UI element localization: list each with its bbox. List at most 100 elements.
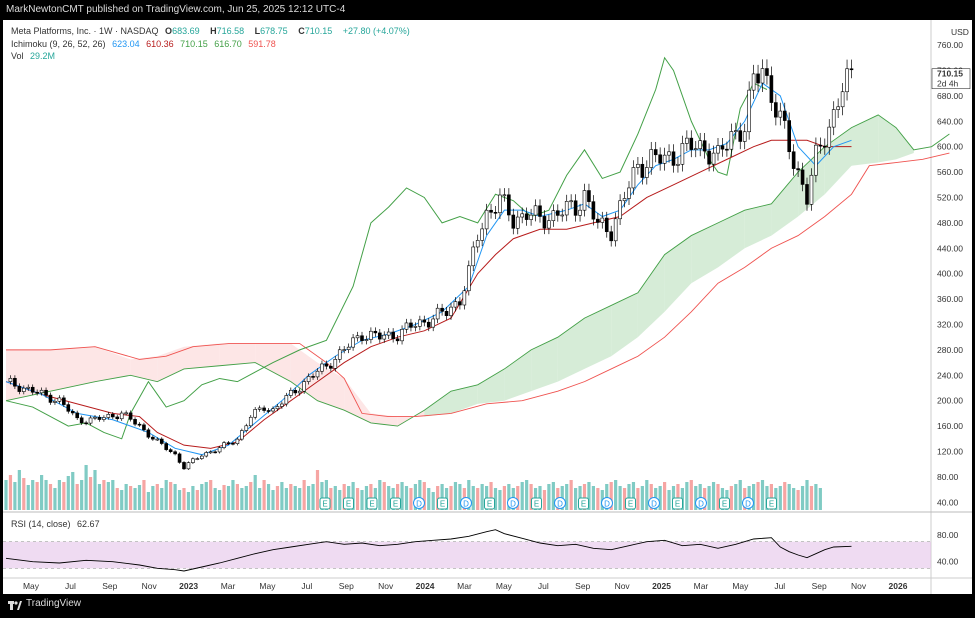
candle-body [426,321,431,328]
ichimoku-cloud-segment [451,384,478,414]
earnings-icon[interactable] [672,497,683,510]
earnings-icon[interactable] [390,497,401,510]
dividend-icon[interactable] [601,497,613,509]
candle-body [480,228,484,241]
event-marker: E [578,497,589,510]
chart-canvas[interactable]: E E E E D E D E D E D E D E D E D E D E 40.00 80.00 120.00 160.… [3,20,972,594]
price-tick-label: 560.00 [937,167,963,177]
candle-body [809,174,814,205]
volume-bar [694,486,698,510]
ichimoku-cloud-segment [531,337,558,392]
candle-body [840,91,845,108]
volume-bar [289,484,293,510]
candle-body [84,422,88,425]
earnings-icon[interactable] [484,497,495,510]
dividend-icon[interactable] [460,497,472,509]
candle-body [382,334,387,340]
volume-bar [676,484,680,510]
ichimoku-legend: Ichimoku (9, 26, 52, 26) 623.04 610.36 7… [11,39,280,49]
volume-bar [631,482,636,510]
earnings-icon[interactable] [766,497,777,510]
dividend-icon[interactable] [695,497,707,509]
candle-body [751,73,756,91]
candle-body [422,319,427,323]
candle-body [791,151,796,169]
candle-body [39,389,44,394]
dividend-icon[interactable] [554,497,566,509]
volume-bar [13,482,17,510]
candle-body [560,214,565,217]
event-marker-label: D [698,500,704,509]
candle-body [21,387,26,392]
dividend-icon[interactable] [742,497,754,509]
volume-bar [542,490,547,510]
ichimoku-cloud-segment [504,349,532,401]
volume-bar [378,480,382,510]
event-marker: D [460,497,472,509]
volume-bar [618,486,622,510]
earnings-icon[interactable] [366,497,378,510]
volume-bar [258,488,262,510]
time-tick-label: Jul [301,581,312,591]
volume-bar [133,488,137,510]
candle-body [97,416,102,420]
volume-bar [525,480,529,510]
event-marker-label: E [628,500,633,509]
volume-bar [805,480,809,510]
earnings-icon[interactable] [437,497,448,510]
candle-body [17,385,22,392]
event-marker-label: E [487,500,492,509]
volume-bar [711,482,716,510]
time-tick-label: Sep [812,581,827,591]
candle-body [159,438,164,444]
volume-bar [75,484,79,510]
candle-body [449,306,453,316]
volume-bar [57,480,61,510]
candle-body [253,409,257,418]
candle-body [26,386,31,389]
candle-body [128,412,133,420]
volume-bar [574,488,578,510]
earnings-icon[interactable] [578,497,589,510]
earnings-icon[interactable] [319,497,331,510]
candle-body [315,370,320,378]
ichimoku-cloud-segment [6,349,51,401]
ichimoku-cloud-segment [557,318,585,382]
event-marker: D [601,497,613,509]
volume-bar [182,488,186,510]
earnings-icon[interactable] [531,497,542,510]
candle-body [435,307,440,320]
candle-body [235,438,240,444]
dividend-icon[interactable] [413,497,425,509]
candle-body [493,212,498,214]
earnings-icon[interactable] [719,497,730,510]
volume-bar [200,484,204,510]
volume-bar [209,480,213,510]
volume-bar [413,484,417,510]
volume-bar [115,488,119,510]
volume-bar [382,482,386,510]
candle-body [164,443,168,450]
volume-bar [565,484,569,510]
candle-body [320,363,324,372]
candle-body [658,154,662,164]
event-marker: E [625,497,636,510]
candle-body [8,377,13,382]
volume-bar [338,490,342,510]
volume-bar [658,486,662,510]
volume-bar [226,486,231,510]
volume-bar [298,488,302,510]
candle-body [231,442,235,445]
earnings-icon[interactable] [343,497,354,510]
volume-bar [44,480,48,510]
volume-bar [436,486,440,510]
volume-bar [507,484,511,510]
dividend-icon[interactable] [507,497,519,509]
dividend-icon[interactable] [648,497,660,509]
volume-bar [364,486,369,510]
earnings-icon[interactable] [625,497,636,510]
chart-panel[interactable]: E E E E D E D E D E D E D E D E D E D E 40.00 80.00 120.00 160.… [3,20,972,594]
event-marker: E [766,497,777,510]
candle-body [364,339,369,341]
volume-bar [502,486,506,510]
